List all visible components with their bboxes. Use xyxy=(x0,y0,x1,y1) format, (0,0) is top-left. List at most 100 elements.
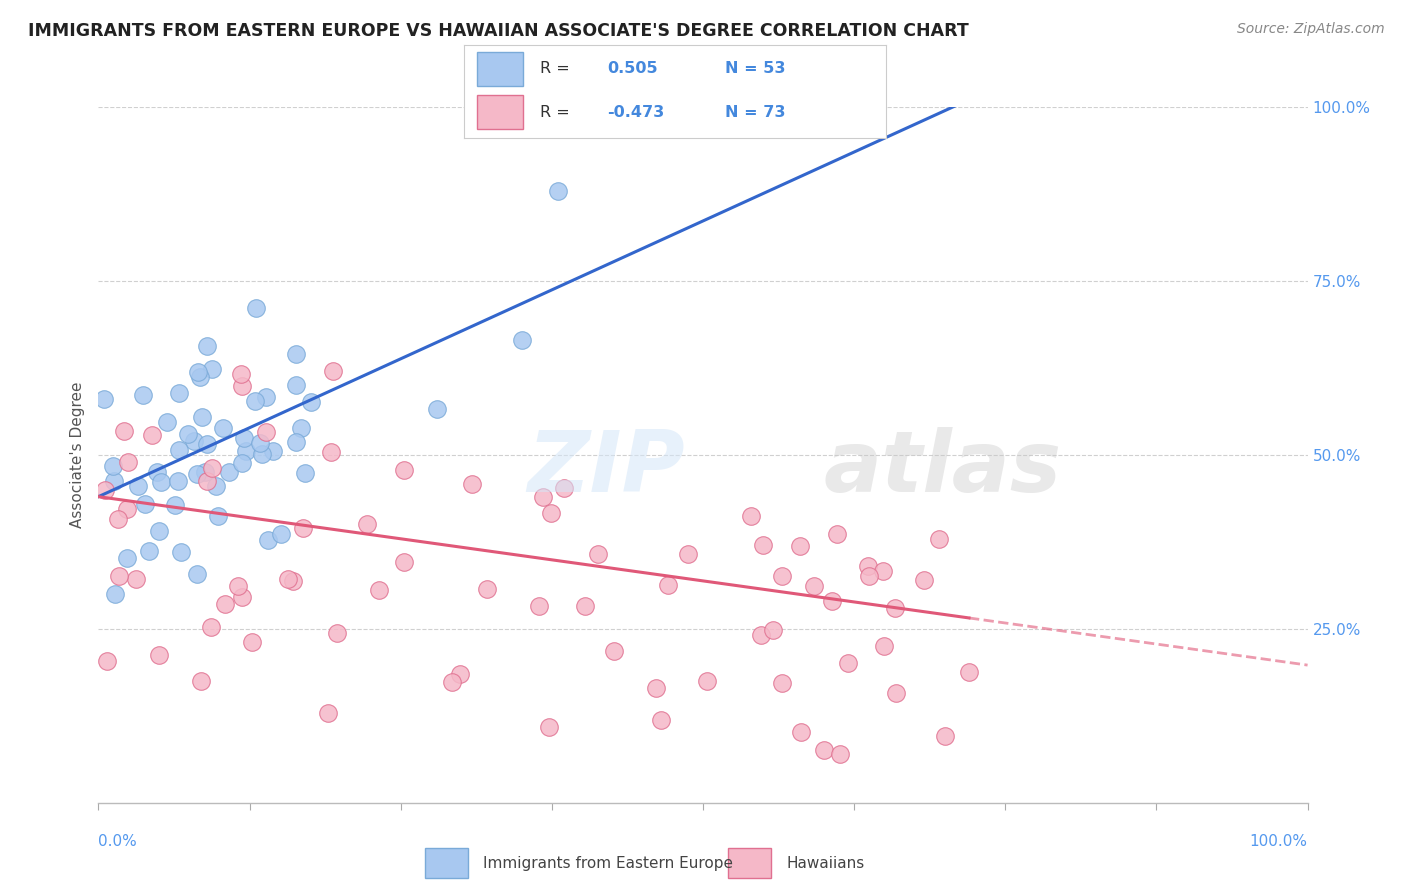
Point xyxy=(156,415,179,429)
Point xyxy=(231,378,253,392)
Point xyxy=(104,587,127,601)
Point xyxy=(170,545,193,559)
Point xyxy=(262,444,284,458)
Point xyxy=(319,445,342,459)
Point xyxy=(290,421,312,435)
Point xyxy=(770,568,793,582)
Point xyxy=(188,370,211,384)
Point xyxy=(148,648,170,662)
Point xyxy=(762,623,785,637)
FancyBboxPatch shape xyxy=(728,848,770,878)
Point xyxy=(510,333,533,347)
Point xyxy=(749,628,772,642)
Point xyxy=(825,527,848,541)
Point xyxy=(257,533,280,548)
Point xyxy=(167,474,190,488)
Point xyxy=(150,475,173,489)
Text: 0.505: 0.505 xyxy=(607,62,658,77)
Point xyxy=(547,184,569,198)
Point xyxy=(96,654,118,668)
Point xyxy=(231,590,253,604)
Point xyxy=(285,434,308,449)
Point xyxy=(200,620,222,634)
Point xyxy=(285,347,308,361)
Text: -0.473: -0.473 xyxy=(607,104,665,120)
Point xyxy=(803,579,825,593)
Text: R =: R = xyxy=(540,104,575,120)
Point xyxy=(112,425,135,439)
Point xyxy=(191,410,214,425)
Point xyxy=(856,559,879,574)
FancyBboxPatch shape xyxy=(477,52,523,86)
Point xyxy=(229,367,252,381)
Point xyxy=(107,512,129,526)
Point xyxy=(872,564,894,578)
Point xyxy=(657,577,679,591)
Point xyxy=(204,479,226,493)
Point xyxy=(322,364,344,378)
Y-axis label: Associate's Degree: Associate's Degree xyxy=(70,382,86,528)
Point xyxy=(957,665,980,679)
Point xyxy=(884,686,907,700)
Text: IMMIGRANTS FROM EASTERN EUROPE VS HAWAIIAN ASSOCIATE'S DEGREE CORRELATION CHART: IMMIGRANTS FROM EASTERN EUROPE VS HAWAII… xyxy=(28,22,969,40)
Point xyxy=(912,573,935,587)
Point xyxy=(177,426,200,441)
Point xyxy=(873,639,896,653)
Point xyxy=(148,524,170,539)
Point xyxy=(201,361,224,376)
Text: R =: R = xyxy=(540,62,575,77)
Point xyxy=(752,538,775,552)
Point xyxy=(270,527,292,541)
Point xyxy=(94,483,117,498)
Point xyxy=(586,547,609,561)
Point xyxy=(117,551,139,566)
FancyBboxPatch shape xyxy=(425,848,468,878)
Point xyxy=(284,377,307,392)
Point xyxy=(231,456,253,470)
Point xyxy=(186,467,208,481)
Point xyxy=(392,463,415,477)
Point xyxy=(169,442,191,457)
Point xyxy=(138,544,160,558)
Point xyxy=(475,582,498,597)
Point xyxy=(107,568,129,582)
Point xyxy=(820,593,842,607)
Point xyxy=(141,427,163,442)
Point xyxy=(553,481,575,495)
Point xyxy=(115,501,138,516)
Point xyxy=(187,365,209,379)
Point xyxy=(195,475,218,489)
Point xyxy=(299,395,322,409)
Text: Hawaiians: Hawaiians xyxy=(786,855,865,871)
Point xyxy=(233,431,256,445)
Point xyxy=(93,392,115,406)
Point xyxy=(837,656,859,670)
Point xyxy=(538,720,561,734)
Point xyxy=(441,675,464,690)
Point xyxy=(934,729,956,743)
Text: N = 73: N = 73 xyxy=(725,104,786,120)
Point xyxy=(218,466,240,480)
Point xyxy=(195,436,218,450)
Point xyxy=(883,601,905,615)
Point xyxy=(183,434,205,449)
Point xyxy=(294,466,316,480)
Point xyxy=(197,339,219,353)
Point xyxy=(134,497,156,511)
Point xyxy=(254,425,277,439)
Point xyxy=(813,743,835,757)
Point xyxy=(318,706,340,720)
Point xyxy=(254,391,277,405)
Point xyxy=(127,479,149,493)
Point xyxy=(325,625,347,640)
Point xyxy=(394,555,416,569)
Point xyxy=(356,516,378,531)
Point xyxy=(250,447,273,461)
Point xyxy=(207,508,229,523)
Text: Immigrants from Eastern Europe: Immigrants from Eastern Europe xyxy=(484,855,734,871)
Point xyxy=(283,574,305,588)
Point xyxy=(226,579,249,593)
Point xyxy=(101,458,124,473)
Point xyxy=(212,421,235,435)
Point xyxy=(103,474,125,488)
